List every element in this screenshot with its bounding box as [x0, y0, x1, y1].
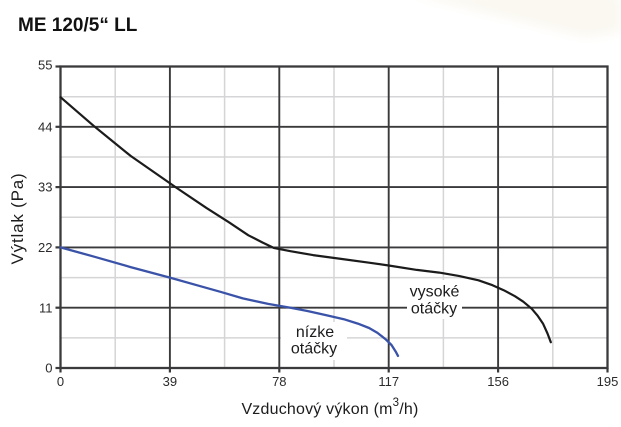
svg-text:Výtlak (Pa): Výtlak (Pa) [8, 173, 27, 265]
svg-text:33: 33 [38, 180, 52, 195]
svg-text:11: 11 [39, 300, 53, 315]
svg-text:nízke: nízke [296, 324, 334, 341]
svg-text:44: 44 [38, 119, 52, 134]
svg-text:vysoké: vysoké [410, 283, 460, 300]
svg-text:otáčky: otáčky [291, 341, 337, 358]
svg-text:Vzduchový výkon (m3/h): Vzduchový výkon (m3/h) [241, 397, 418, 418]
svg-text:156: 156 [487, 374, 509, 389]
svg-text:22: 22 [38, 240, 52, 255]
svg-text:195: 195 [597, 374, 619, 389]
svg-text:0: 0 [45, 361, 52, 376]
svg-text:39: 39 [163, 374, 177, 389]
svg-text:78: 78 [272, 374, 286, 389]
svg-text:otáčky: otáčky [411, 301, 457, 318]
svg-text:ME 120/5“ LL: ME 120/5“ LL [18, 15, 138, 36]
svg-text:117: 117 [378, 374, 399, 389]
svg-text:0: 0 [57, 374, 64, 389]
svg-text:55: 55 [38, 58, 52, 73]
